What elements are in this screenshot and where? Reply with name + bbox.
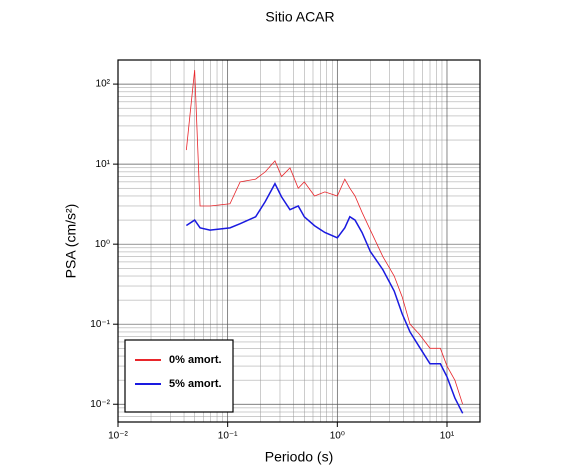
series-line [185, 182, 464, 414]
x-tick-label: 10⁻² [108, 431, 128, 442]
x-tick-label: 10¹ [440, 431, 455, 442]
legend-box [124, 339, 234, 413]
legend-label: 5% amort. [169, 378, 222, 390]
legend-label: 0% amort. [169, 354, 222, 366]
x-tick-label: 10⁻¹ [218, 431, 238, 442]
series-line [185, 69, 464, 405]
x-axis-label: Periodo (s) [265, 449, 333, 465]
y-axis-label: PSA (cm/s²) [63, 204, 79, 279]
y-tick-label: 10² [96, 79, 111, 90]
y-tick-label: 10¹ [96, 159, 111, 170]
x-tick-label: 10⁰ [330, 431, 345, 442]
y-tick-label: 10⁻¹ [90, 319, 110, 330]
y-tick-label: 10⁰ [95, 239, 110, 250]
y-tick-label: 10⁻² [90, 399, 110, 410]
chart-title: Sitio ACAR [265, 9, 334, 25]
plot-frame [117, 59, 481, 423]
